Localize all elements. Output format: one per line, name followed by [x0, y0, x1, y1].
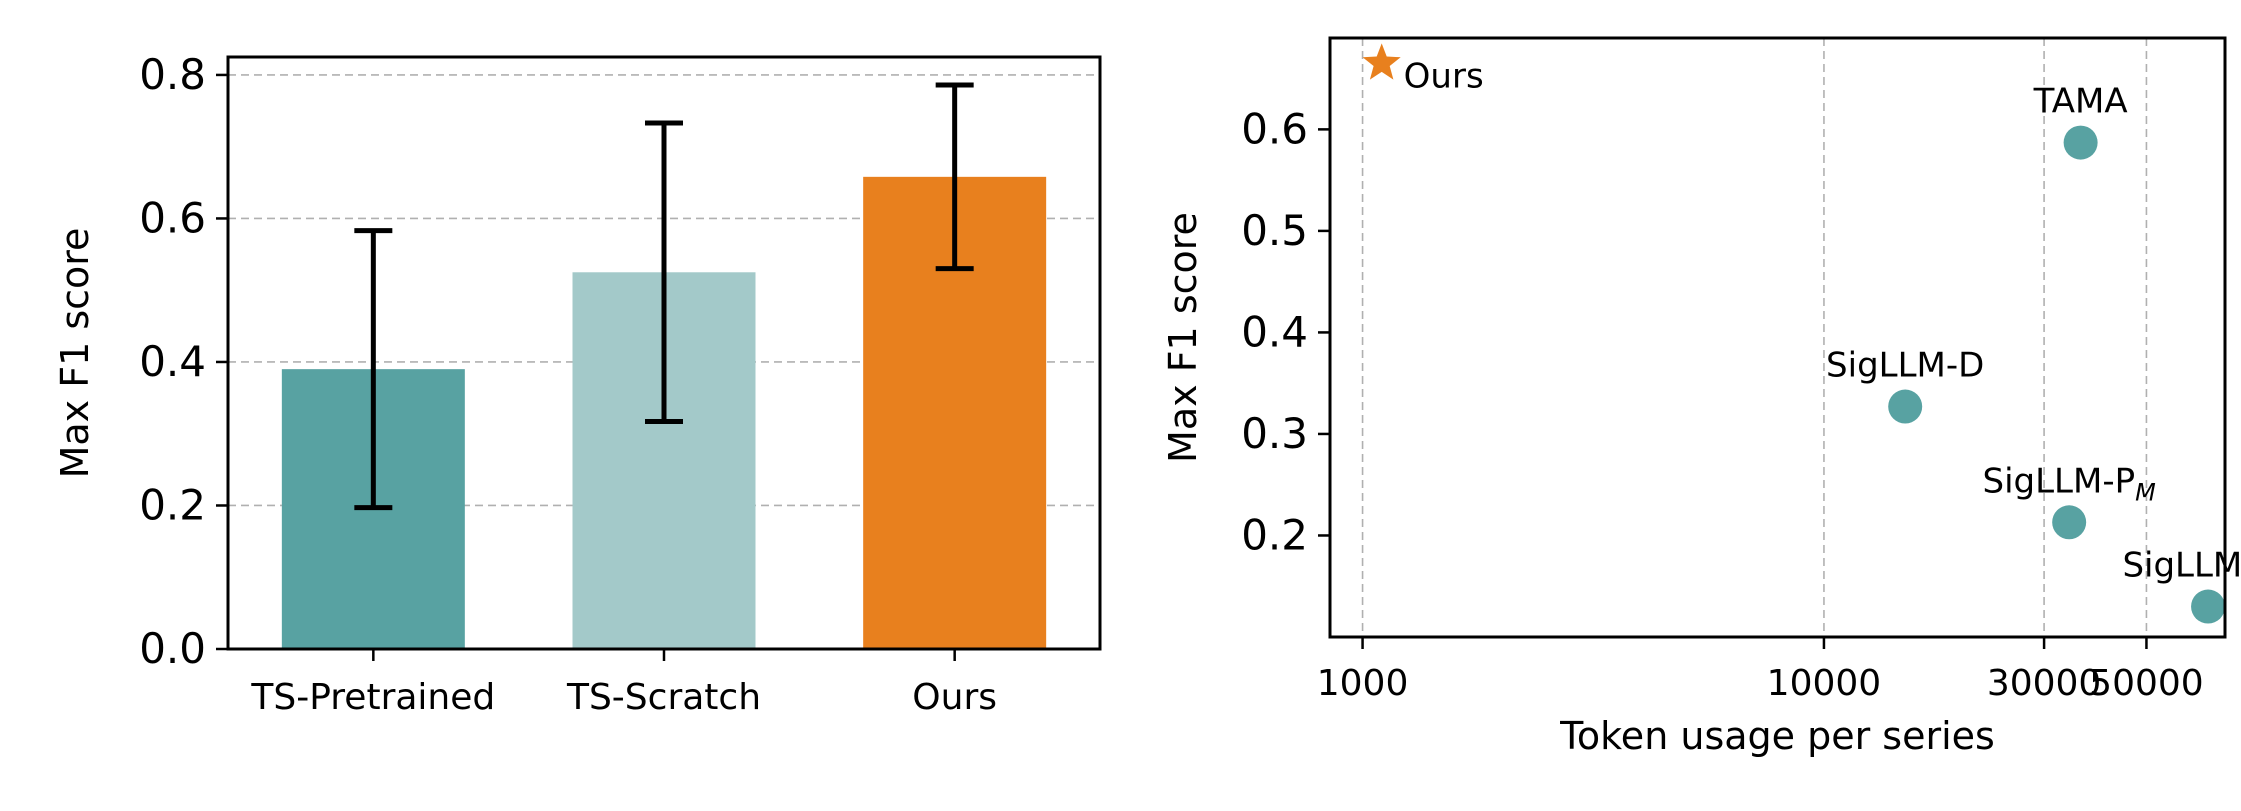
- y-tick-label: 0.2: [139, 480, 206, 529]
- y-tick-label: 0.3: [1241, 409, 1308, 458]
- y-axis-title: Max F1 score: [53, 228, 97, 479]
- point-circle-marker: [2063, 125, 2098, 160]
- point-label-main: SigLLM-P: [1983, 461, 2136, 501]
- point-label-main: SigLLM-D: [1826, 346, 1984, 386]
- scatter-chart: OursTAMASigLLM-DSigLLM-PMSigLLM-PG0.20.3…: [1161, 36, 2241, 758]
- point-label-subscript: M: [2135, 478, 2156, 506]
- point-circle-marker: [1888, 389, 1923, 424]
- x-tick-label: 50000: [2089, 663, 2204, 704]
- point-label: SigLLM-PG: [2122, 546, 2241, 591]
- y-axis-title: Max F1 score: [1161, 212, 1205, 463]
- point-label-main: SigLLM-P: [2122, 546, 2241, 586]
- x-tick-label: 10000: [1767, 663, 1882, 704]
- point-circle-marker: [2052, 505, 2087, 540]
- point-label: TAMA: [2033, 82, 2128, 122]
- bar-chart: 0.0 0.2 0.4 0.6 0.8 TS-Pretrained TS-Scratch Ou…: [53, 50, 1102, 718]
- y-tick-label: 0.6: [139, 193, 206, 242]
- point-star-marker: [1362, 43, 1401, 80]
- y-tick-label: 0.5: [1241, 206, 1308, 255]
- point-label: Ours: [1404, 56, 1484, 96]
- y-tick-label: 0.4: [1241, 307, 1308, 356]
- x-tick-label: 1000: [1317, 663, 1409, 704]
- x-category-label: TS-Scratch: [566, 677, 761, 718]
- x-axis-title: Token usage per series: [1559, 714, 1995, 758]
- x-category-label: Ours: [912, 677, 997, 718]
- point-label-main: TAMA: [2033, 82, 2128, 122]
- y-tick-label: 0.4: [139, 337, 206, 386]
- y-tick-label: 0.6: [1241, 104, 1308, 153]
- plot-frame: [1328, 36, 2227, 639]
- point-label: SigLLM-D: [1826, 346, 1984, 386]
- point-label: SigLLM-PM: [1983, 461, 2157, 506]
- x-category-label: TS-Pretrained: [250, 677, 495, 718]
- x-tick-label: 30000: [1987, 663, 2102, 704]
- point-circle-marker: [2191, 589, 2226, 624]
- y-tick-label: 0.2: [1241, 510, 1308, 559]
- y-tick-label: 0.8: [139, 50, 206, 99]
- y-tick-label: 0.0: [139, 624, 206, 673]
